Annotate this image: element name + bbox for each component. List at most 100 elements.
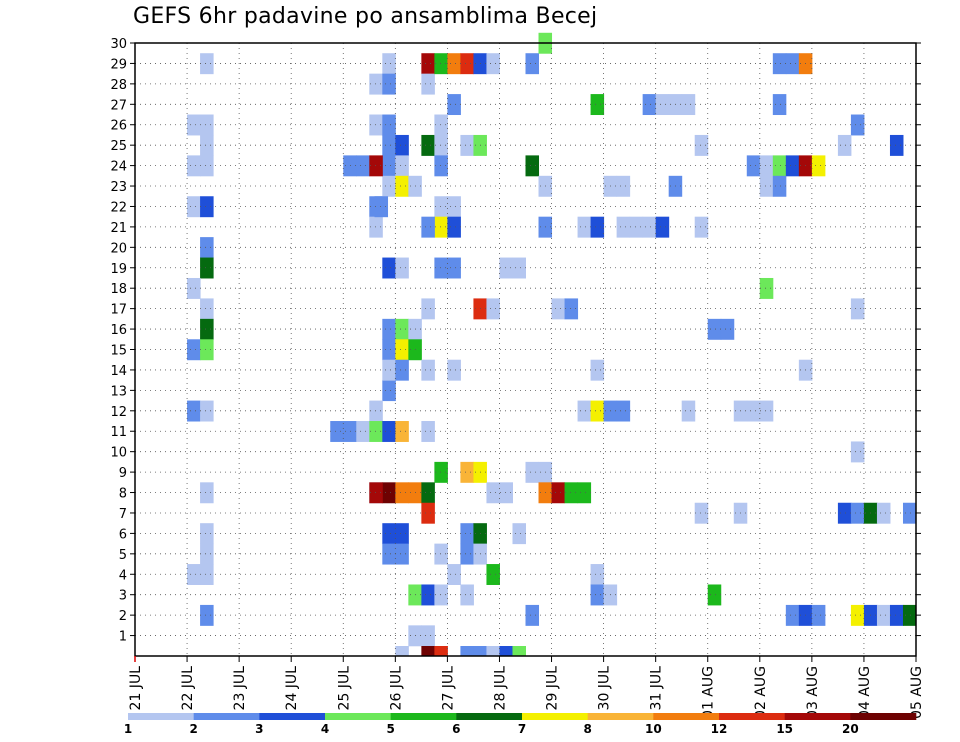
y-tick-label: 18: [110, 282, 127, 297]
heatmap-cell: [187, 339, 201, 361]
legend-label: 5: [386, 722, 394, 736]
heatmap-cell: [421, 584, 435, 606]
heatmap-cell: [707, 318, 722, 340]
heatmap-cell: [772, 53, 787, 75]
y-tick-label: 30: [110, 37, 127, 52]
x-tick-label: 01 AUG: [701, 666, 717, 719]
heatmap-cell: [395, 359, 409, 381]
heatmap-cell: [642, 216, 657, 238]
heatmap-cell: [369, 421, 383, 442]
x-axis-ticks: 21 JUL 22 JUL 23 JUL 24 JUL 25 JUL 26 JUL 27 J…: [128, 656, 925, 719]
heatmap-cell: [382, 543, 396, 565]
heatmap-cell: [421, 73, 435, 95]
heatmap-cell: [200, 298, 214, 320]
heatmap-cell: [421, 421, 435, 442]
heatmap-cell: [876, 604, 891, 626]
y-tick-label: 3: [119, 589, 127, 604]
heatmap-cell: [447, 94, 461, 116]
heatmap-cell: [681, 94, 696, 116]
heatmap-cell: [187, 564, 201, 585]
heatmap-cell: [421, 298, 435, 320]
y-tick-label: 28: [110, 78, 127, 93]
heatmap-cell: [382, 73, 396, 95]
legend-swatch: [193, 713, 260, 720]
heatmap-cell: [889, 134, 904, 156]
heatmap-cell: [200, 114, 214, 136]
x-tick-label: 22 JUL: [180, 666, 196, 711]
heatmap-cell: [447, 196, 461, 218]
heatmap-cell: [889, 604, 904, 626]
y-tick-label: 22: [110, 200, 127, 215]
legend-swatch: [128, 713, 194, 720]
heatmap-cell: [499, 257, 513, 279]
heatmap-cell: [629, 216, 644, 238]
heatmap-cell: [902, 604, 917, 626]
legend-label: 20: [842, 722, 859, 736]
legend-swatch: [653, 713, 720, 720]
legend-label: 15: [776, 722, 793, 736]
heatmap-cell: [759, 400, 774, 422]
heatmap-cell: [460, 523, 474, 545]
color-legend: 1 2 3 4 5 6 7 8 10 12 15 20: [124, 713, 917, 736]
heatmap-cell: [200, 564, 214, 585]
legend-swatch: [719, 713, 785, 720]
heatmap-cell: [382, 53, 396, 75]
heatmap-cell: [434, 196, 448, 218]
heatmap-cell: [564, 298, 579, 320]
x-tick-label: 03 AUG: [805, 666, 821, 719]
heatmap-cell: [590, 400, 605, 422]
heatmap-cell: [577, 216, 592, 238]
y-tick-label: 14: [110, 364, 127, 379]
heatmap-cell: [200, 134, 214, 156]
heatmap-cell: [200, 196, 214, 218]
heatmap-cell: [434, 257, 448, 279]
y-tick-label: 5: [119, 548, 127, 563]
heatmap-cell: [902, 502, 917, 524]
heatmap-cell: [460, 53, 474, 75]
legend-swatch: [522, 713, 588, 720]
heatmap-cell: [512, 257, 526, 279]
heatmap-cell: [200, 339, 214, 361]
x-tick-label: 31 JUL: [649, 666, 665, 711]
heatmap-cell: [434, 114, 448, 136]
heatmap-cell: [200, 155, 214, 177]
y-tick-label: 16: [110, 323, 127, 338]
heatmap-cell: [486, 482, 500, 504]
chart-title: GEFS 6hr padavine po ansamblima Becej: [133, 4, 598, 29]
heatmap-cell: [382, 175, 396, 197]
heatmap-cell: [200, 257, 214, 279]
heatmap-cell: [421, 482, 435, 504]
legend-label: 4: [321, 722, 329, 736]
legend-label: 1: [124, 722, 132, 736]
heatmap-cell: [837, 502, 852, 524]
heatmap-cell: [876, 502, 891, 524]
heatmap-cell: [382, 380, 396, 402]
x-tick-label: 26 JUL: [388, 666, 404, 711]
y-tick-label: 7: [119, 507, 127, 522]
heatmap-cell: [759, 175, 774, 197]
heatmap-cell: [499, 646, 513, 656]
y-tick-label: 26: [110, 119, 127, 134]
x-tick-label: 24 JUL: [284, 666, 300, 711]
x-tick-label: 04 AUG: [857, 666, 873, 719]
heatmap-cell: [837, 134, 852, 156]
heatmap-cell: [655, 216, 670, 238]
x-tick-label: 29 JUL: [545, 666, 561, 711]
heatmap-cell: [434, 461, 448, 483]
heatmap-cell: [187, 196, 201, 218]
y-axis-ticks: 1234567891011121314151617181920212223242…: [110, 37, 921, 645]
heatmap-cell: [369, 216, 383, 238]
heatmap-cell: [447, 216, 461, 238]
heatmap-cell: [525, 53, 540, 75]
heatmap-cell: [694, 134, 709, 156]
heatmap-cell: [421, 502, 435, 524]
y-tick-label: 19: [110, 262, 127, 277]
heatmap-cell: [395, 175, 409, 197]
heatmap-cell: [707, 584, 722, 606]
heatmap-cell: [382, 421, 396, 442]
y-tick-label: 12: [110, 405, 127, 420]
legend-label: 12: [711, 722, 728, 736]
heatmap-cell: [382, 257, 396, 279]
x-tick-label: 25 JUL: [336, 666, 352, 711]
heatmap-cell: [421, 625, 435, 647]
